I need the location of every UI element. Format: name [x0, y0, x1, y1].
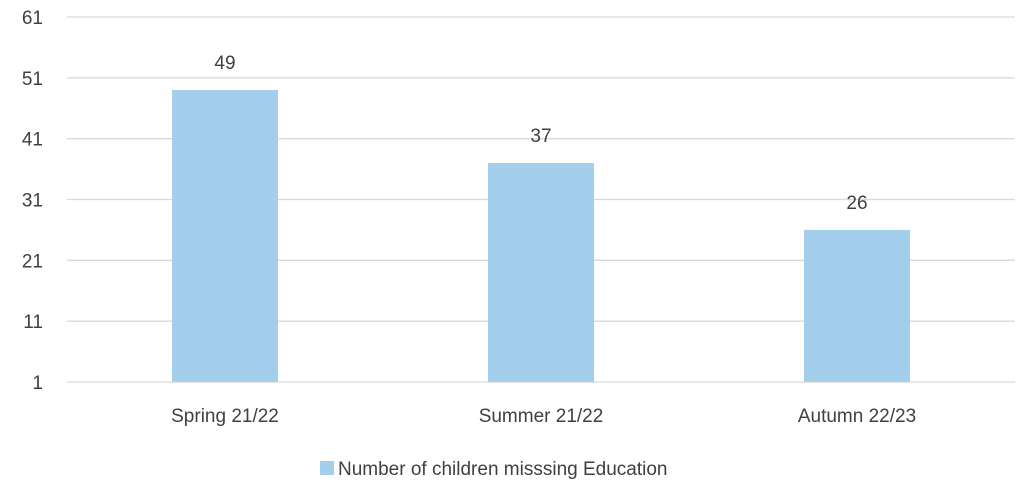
y-tick-label: 51 [22, 69, 43, 90]
legend: Number of children misssing Education [320, 459, 668, 480]
x-category-label: Autumn 22/23 [798, 406, 916, 427]
y-tick-label: 61 [22, 8, 43, 29]
data-label: 49 [214, 53, 235, 74]
y-tick-label: 1 [32, 373, 43, 394]
x-category-label: Spring 21/22 [171, 406, 279, 427]
legend-swatch [320, 461, 334, 475]
x-category-label: Summer 21/22 [479, 406, 604, 427]
data-label: 26 [846, 193, 867, 214]
y-tick-label: 11 [23, 312, 43, 333]
data-labels: 49 37 26 [214, 53, 867, 214]
y-tick-label: 31 [22, 191, 43, 212]
bar [804, 229, 910, 382]
legend-label: Number of children misssing Education [338, 459, 668, 480]
x-axis-category-labels: Spring 21/22 Summer 21/22 Autumn 22/23 [171, 406, 916, 427]
bar [172, 90, 278, 382]
y-tick-label: 21 [22, 251, 43, 272]
bar [488, 163, 594, 382]
y-tick-label: 41 [22, 130, 43, 151]
bars [172, 90, 910, 382]
data-label: 37 [530, 126, 551, 147]
